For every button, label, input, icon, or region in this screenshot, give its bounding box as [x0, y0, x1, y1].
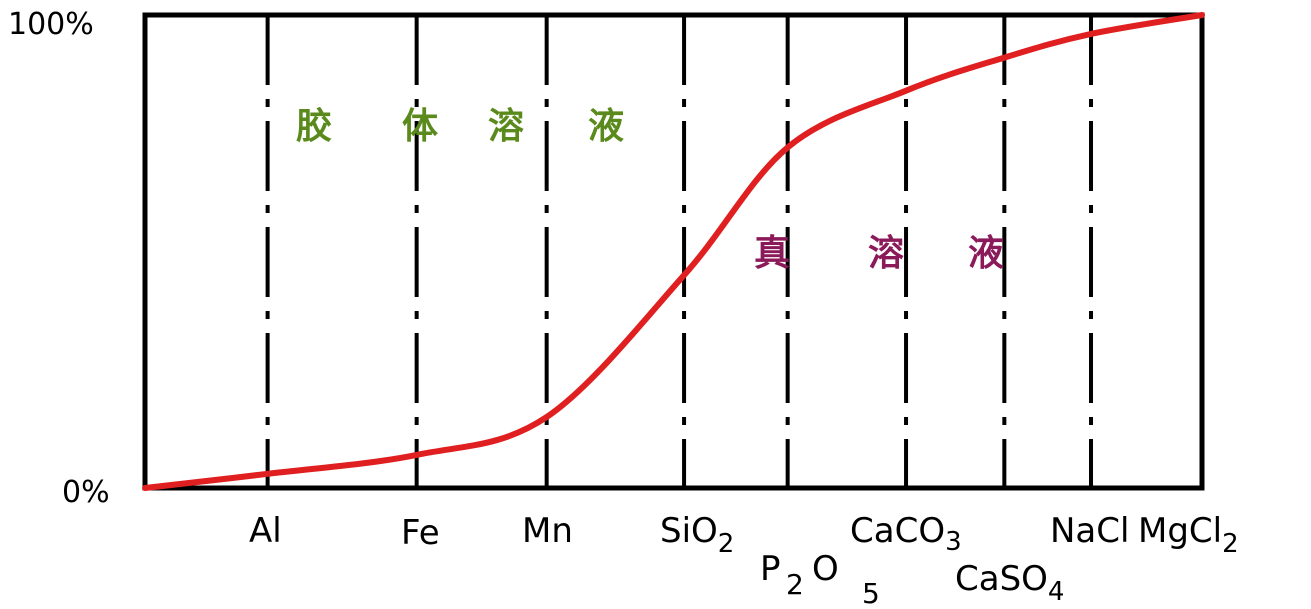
true-solution-char-1: 真 — [754, 233, 790, 274]
colloid-region-label: 胶 体 溶 液 — [296, 106, 624, 147]
colloid-char-1: 胶 — [296, 106, 332, 147]
y-axis-top-label: 100% — [8, 7, 94, 42]
label-mgcl2: MgCl2 — [1138, 511, 1239, 559]
true-solution-region-label: 真 溶 液 — [754, 233, 1004, 274]
true-solution-char-3: 液 — [968, 233, 1004, 274]
p2o5-o: O — [812, 549, 839, 589]
y-axis-bottom-label: 0% — [62, 475, 110, 510]
p2o5-sub-5: 5 — [862, 577, 880, 609]
label-nacl: NaCl — [1050, 511, 1129, 551]
label-p2o5: P 2 O 5 — [760, 549, 880, 609]
label-mn: Mn — [522, 511, 573, 551]
true-solution-char-2: 溶 — [868, 233, 904, 274]
label-sio2: SiO2 — [660, 511, 734, 559]
chart-frame — [142, 12, 1205, 491]
colloid-char-3: 溶 — [488, 106, 524, 147]
label-al: Al — [249, 511, 282, 551]
colloid-char-2: 体 — [402, 106, 438, 147]
label-caso4: CaSO4 — [955, 559, 1064, 607]
label-fe: Fe — [401, 513, 440, 553]
label-caco3: CaCO3 — [850, 511, 962, 557]
p2o5-p: P — [760, 549, 781, 589]
p2o5-sub-2: 2 — [786, 568, 804, 601]
solubility-curve — [142, 12, 1205, 491]
colloid-char-4: 液 — [588, 106, 624, 147]
element-lines — [265, 15, 1094, 488]
